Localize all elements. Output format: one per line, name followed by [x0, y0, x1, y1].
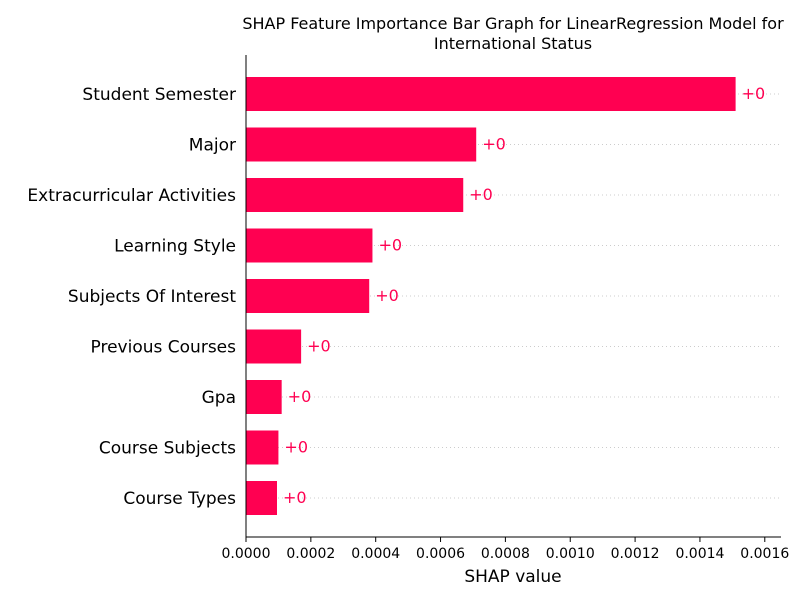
x-ticks: 0.0000 0.0002 0.0004 0.0006 0.0008 0.0010 0.00… [222, 537, 789, 562]
x-tick-label-4: 0.0008 [481, 546, 530, 562]
bar-learning-style [246, 228, 373, 263]
x-axis-title: SHAP value [464, 567, 561, 587]
category-label-student-semester: Student Semester [82, 85, 236, 105]
bar-course-types [246, 481, 277, 515]
x-tick-label-5: 0.0010 [546, 546, 595, 562]
x-tick-label-7: 0.0014 [675, 546, 724, 562]
category-label-learning-style: Learning Style [114, 237, 236, 257]
chart-title-line-2: International Status [434, 34, 592, 53]
category-label-gpa: Gpa [202, 388, 236, 408]
x-tick-label-1: 0.0002 [286, 546, 335, 562]
chart-title: SHAP Feature Importance Bar Graph for Li… [242, 14, 784, 53]
data-label-course-types: +0 [283, 488, 307, 507]
category-label-course-subjects: Course Subjects [99, 439, 236, 459]
axes [245, 55, 781, 538]
bar-student-semester [246, 77, 736, 111]
bar-extracurricular-activities [246, 178, 464, 212]
data-label-course-subjects: +0 [284, 438, 308, 457]
data-label-learning-style: +0 [378, 236, 402, 255]
category-label-previous-courses: Previous Courses [91, 338, 237, 358]
data-label-previous-courses: +0 [307, 337, 331, 356]
category-label-subjects-of-interest: Subjects Of Interest [68, 287, 236, 307]
x-tick-label-8: 0.0016 [740, 546, 789, 562]
category-label-extracurricular-activities: Extracurricular Activities [27, 186, 236, 206]
x-tick-label-3: 0.0006 [416, 546, 465, 562]
x-tick-label-6: 0.0012 [611, 546, 660, 562]
bar-major [246, 127, 477, 162]
chart-title-line-1: SHAP Feature Importance Bar Graph for Li… [242, 14, 784, 33]
data-label-gpa: +0 [288, 387, 312, 406]
bar-course-subjects [246, 430, 279, 465]
data-labels: +0 +0 +0 +0 +0 +0 +0 +0 +0 [283, 84, 765, 507]
data-label-student-semester: +0 [742, 84, 766, 103]
bar-subjects-of-interest [246, 279, 370, 313]
x-tick-label-2: 0.0004 [351, 546, 400, 562]
data-label-major: +0 [482, 135, 506, 154]
data-label-subjects-of-interest: +0 [375, 286, 399, 305]
category-labels: Student Semester Major Extracurricular Act… [27, 85, 236, 509]
x-tick-label-0: 0.0000 [222, 546, 271, 562]
category-label-major: Major [189, 136, 236, 156]
category-label-course-types: Course Types [123, 489, 236, 509]
bar-gpa [246, 380, 282, 414]
bars [246, 77, 736, 515]
data-label-extracurricular-activities: +0 [469, 185, 493, 204]
bar-previous-courses [246, 329, 302, 364]
